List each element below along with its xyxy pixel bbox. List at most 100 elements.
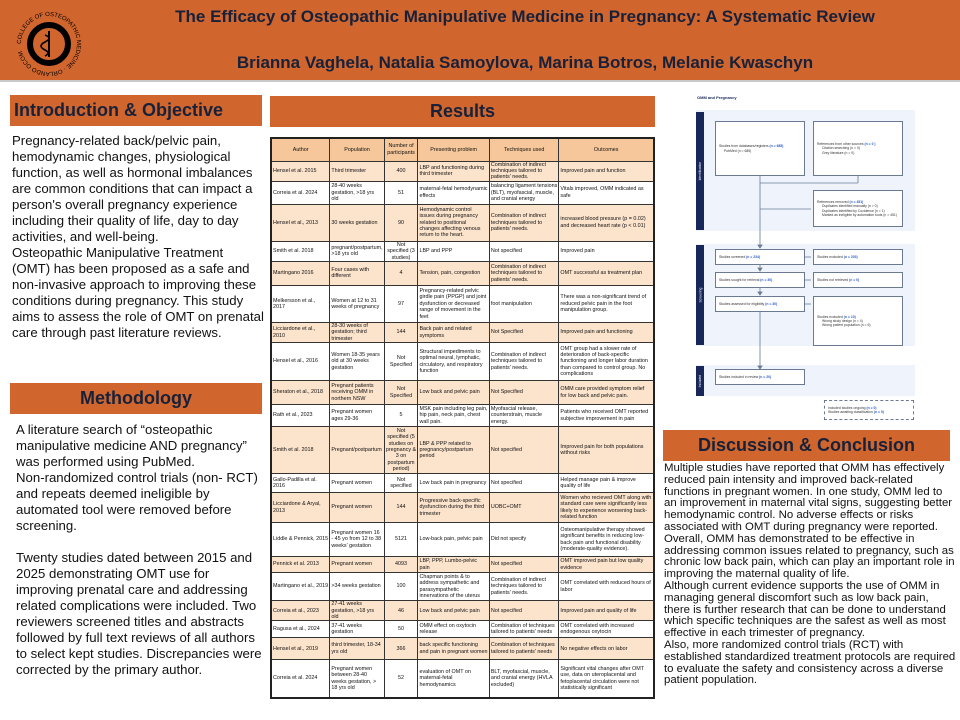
table-cell: Hemodynamic control issues during pregna…: [417, 203, 490, 242]
table-cell: Women 18-35 years old at 30 weeks gestat…: [329, 342, 385, 382]
prisma-connectors: [757, 176, 859, 370]
discussion-heading: Discussion & Conclusion: [663, 430, 950, 461]
column-header: Population: [329, 137, 385, 162]
results-heading: Results: [270, 96, 655, 127]
table-cell: Gallo-Padilla et al. 2016: [270, 473, 331, 494]
table-cell: Smith et al. 2018: [270, 240, 331, 262]
table-cell: 4: [383, 260, 419, 286]
table-cell: Women at 12 to 31 weeks of pregnancy: [329, 284, 385, 323]
table-cell: Pregnant women: [329, 473, 385, 494]
methods-text: A literature search of “osteopathic mani…: [16, 422, 262, 677]
table-cell: Pregnant patients receiving OMM in north…: [329, 380, 385, 406]
table-cell: 144: [383, 321, 419, 344]
table-row: Smith et al. 2018 pregnant/postpartum, >1…: [270, 240, 655, 262]
table-cell: BLT, myofascial, muscle, and cranial ene…: [488, 659, 560, 699]
table-cell: Not specified: [488, 473, 560, 494]
table-cell: Liddle & Pennick, 2015: [270, 522, 331, 558]
table-cell: Hensel et al., 2016: [270, 342, 331, 382]
table-cell: Pennick et al. 2013: [270, 556, 331, 574]
stage-screening: Screening: [696, 245, 704, 345]
column-header: Outcomes: [558, 137, 655, 162]
table-cell: No negative effects on labor: [558, 637, 655, 661]
table-cell: OMM effect on oxytocin release: [417, 620, 490, 639]
table-row: Melkersson et al., 2017 Women at 12 to 31…: [270, 284, 655, 323]
table-cell: Third trimester: [329, 160, 385, 182]
table-cell: Women who recieved OMT along with standa…: [558, 492, 655, 524]
table-row: Hensel et al., 2019 third trimester, 18-3…: [270, 637, 655, 661]
prisma-box-assessed: Studies assessed for eligibility (n = 30…: [715, 296, 805, 312]
table-cell: Rath et al., 2023: [270, 404, 331, 428]
column-header: Presenting problem: [417, 137, 490, 162]
table-row: Gallo-Padilla et al. 2016 Pregnant women N…: [270, 473, 655, 494]
table-row: Rath et al., 2023 Pregnant women ages 29-…: [270, 404, 655, 428]
table-cell: 28-40 weeks gestation, >18 yrs old: [329, 180, 385, 205]
college-seal-logo: COLLEGE OF OSTEOPATHIC MEDICINE · ORLAND…: [17, 12, 81, 76]
table-cell: Licciardone et al., 2010: [270, 321, 331, 344]
poster-header: COLLEGE OF OSTEOPATHIC MEDICINE · ORLAND…: [0, 0, 960, 82]
prisma-title: OMM and Pregnancy: [697, 95, 737, 100]
table-cell: Not specified: [383, 473, 419, 494]
table-cell: increased blood pressure (p = 0.02) and …: [558, 203, 655, 242]
table-cell: 4093: [383, 556, 419, 574]
table-row: Liddle & Pennick, 2015 Pregnant women 16 …: [270, 522, 655, 558]
table-cell: MSK pain including leg pain, hip pain, n…: [417, 404, 490, 428]
table-cell: 5: [383, 404, 419, 428]
table-cell: Combination of techniques tailored to pa…: [488, 637, 560, 661]
table-cell: Improved pain and quality of life: [558, 600, 655, 622]
prisma-box-sought: Studies sought for retrieval (n = 30): [715, 272, 805, 288]
table-cell: 52: [383, 659, 419, 699]
table-row: Correia et al., 2023 27-41 weeks gestatio…: [270, 600, 655, 622]
table-cell: evaluation of OMT on maternal-fetal hemo…: [417, 659, 490, 699]
table-cell: Myofascial release, counterstrain, muscl…: [488, 404, 560, 428]
table-cell: 30 weeks gestation: [329, 203, 385, 242]
table-cell: Hensel et al. 2015: [270, 160, 331, 182]
table-cell: Combination of indirect techniques tailo…: [488, 260, 560, 286]
table-cell: Back pain and related symptoms: [417, 321, 490, 344]
table-row: Martingano 2016 Four cases with different…: [270, 260, 655, 286]
table-row: Licciardone et al., 2010 28-30 weeks of g…: [270, 321, 655, 344]
methods-heading: Methodology: [10, 383, 262, 414]
table-cell: Low-back pain, pelvic pain: [417, 522, 490, 558]
table-row: Hensel et al., 2013 30 weeks gestation 90 H…: [270, 203, 655, 242]
table-cell: Low back and pelvic pain: [417, 600, 490, 622]
intro-heading: Introduction & Objective: [10, 95, 262, 126]
table-cell: 144: [383, 492, 419, 524]
table-cell: >34 weeks gestation: [329, 572, 385, 602]
table-cell: 90: [383, 203, 419, 242]
table-cell: Osteomanipulative therapy showed signifi…: [558, 522, 655, 558]
table-cell: Pregnant women 16 - 45 yo from 12 to 38 …: [329, 522, 385, 558]
table-cell: LBP, PPP, Lumbo-pelvic pain: [417, 556, 490, 574]
table-cell: Combination of indirect techniques tailo…: [488, 572, 560, 602]
table-cell: OMT correlated with reduced hours of lab…: [558, 572, 655, 602]
intro-text: Pregnancy-related back/pelvic pain, hemo…: [12, 133, 264, 340]
table-cell: Tension, pain, congestion: [417, 260, 490, 286]
table-row: Smith et al. 2018 Pregnant/postpartum Not …: [270, 426, 655, 475]
table-cell: Ragusa et al., 2024: [270, 620, 331, 639]
prisma-flow-diagram: OMM and Pregnancy Identification Screeni…: [665, 90, 955, 425]
table-cell: OMT group had a slower rate of deteriora…: [558, 342, 655, 382]
table-cell: Not specified (3 studies): [383, 240, 419, 262]
table-header-row: Author Population Number of participants Pr…: [270, 137, 655, 162]
table-cell: OMT successful as treatment plan: [558, 260, 655, 286]
table-cell: OMT improved pain but low quality eviden…: [558, 556, 655, 574]
table-row: Martingano et al., 2019 >34 weeks gestati…: [270, 572, 655, 602]
stage-included: Included: [696, 366, 704, 396]
table-cell: Correia et al. 2024: [270, 659, 331, 699]
table-cell: Patients who received OMT reported subje…: [558, 404, 655, 428]
table-cell: back specific functioning and pain in pr…: [417, 637, 490, 661]
table-cell: Did not specify: [488, 522, 560, 558]
table-cell: Helped manage pain & improve quality of …: [558, 473, 655, 494]
table-cell: Not Specified: [488, 321, 560, 344]
table-row: Licciardone & Aryal, 2013 Pregnant women 1…: [270, 492, 655, 524]
table-cell: Chapman points & to address sympathetic …: [417, 572, 490, 602]
column-header: Techniques used: [488, 137, 560, 162]
prisma-box-screened: Studies screened (n = 234): [715, 249, 805, 265]
table-cell: Improved pain for both populations witho…: [558, 426, 655, 475]
table-cell: Improved pain: [558, 240, 655, 262]
table-cell: Pregnant women between 28-40 weeks gesta…: [329, 659, 385, 699]
table-cell: Pregnant women ages 29-36: [329, 404, 385, 428]
table-cell: Improved pain and functioning: [558, 321, 655, 344]
table-cell: Not specified: [488, 426, 560, 475]
stage-identification: Identification: [696, 112, 704, 230]
table-cell: Vitals improved, OMM indicated as safe: [558, 180, 655, 205]
